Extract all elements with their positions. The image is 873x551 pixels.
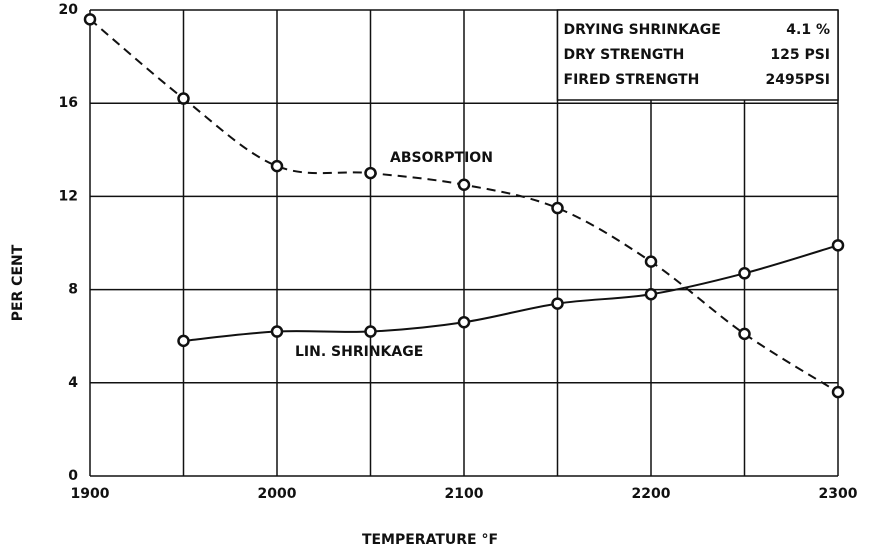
data-point xyxy=(457,315,471,329)
data-point xyxy=(457,178,471,191)
data-point xyxy=(644,255,658,268)
y-tick-label: 0 xyxy=(68,468,78,484)
data-point xyxy=(83,13,97,26)
data-point xyxy=(831,239,845,252)
x-axis-label: TEMPERATURE °F xyxy=(362,532,498,548)
annotation-value: 125 PSI xyxy=(770,47,830,63)
annotation-box xyxy=(556,9,839,101)
x-tick-label: 2000 xyxy=(258,486,297,502)
data-point xyxy=(364,166,377,180)
y-axis-label: PER CENT xyxy=(10,244,26,321)
data-point xyxy=(738,267,751,280)
y-tick-label: 8 xyxy=(68,282,78,298)
series-line xyxy=(183,244,839,342)
data-point xyxy=(644,288,658,301)
data-point xyxy=(738,327,751,341)
x-tick-label: 2100 xyxy=(445,486,484,502)
x-tick-label: 2200 xyxy=(632,486,671,502)
y-tick-label: 4 xyxy=(68,375,78,391)
annotation-label: DRY STRENGTH xyxy=(564,47,685,63)
annotation-label: FIRED STRENGTH xyxy=(564,72,700,88)
x-tick-label: 2300 xyxy=(819,486,858,502)
y-tick-label: 16 xyxy=(59,95,78,111)
series-label: LIN. SHRINKAGE xyxy=(295,344,423,360)
data-point xyxy=(270,325,284,338)
series-label: ABSORPTION xyxy=(390,150,493,166)
data-point xyxy=(270,159,284,173)
y-tick-label: 12 xyxy=(59,188,78,204)
data-point xyxy=(551,297,564,310)
data-point xyxy=(177,334,190,348)
annotation-value: 4.1 % xyxy=(786,22,830,38)
data-point xyxy=(364,325,377,338)
data-point xyxy=(831,385,845,399)
x-tick-label: 1900 xyxy=(71,486,110,502)
y-tick-label: 20 xyxy=(59,2,79,18)
data-point xyxy=(177,92,190,105)
annotation-label: DRYING SHRINKAGE xyxy=(564,22,721,38)
data-point xyxy=(551,201,564,215)
annotation-value: 2495PSI xyxy=(765,72,830,88)
